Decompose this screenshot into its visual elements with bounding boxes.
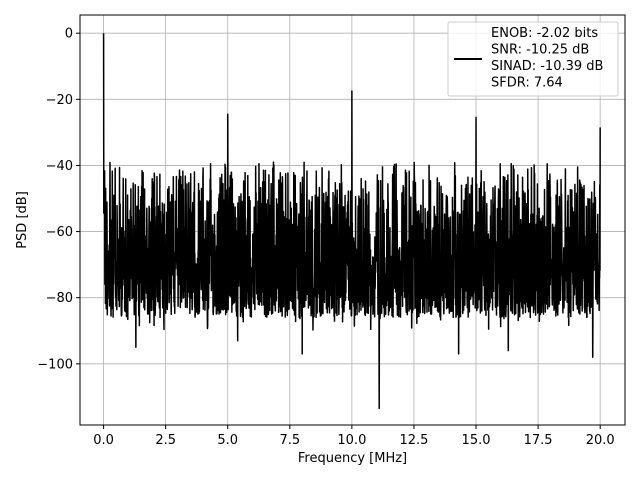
y-axis-label: PSD [dB] xyxy=(15,191,30,249)
x-axis-ticks: 0.0 2.5 5.0 7.5 10.0 12.5 15.0 17.5 20.0 xyxy=(93,425,615,448)
y-tick-label: −20 xyxy=(46,93,73,108)
legend: ENOB: -2.02 bits SNR: -10.25 dB SINAD: -… xyxy=(447,21,619,97)
x-tick-label: 12.5 xyxy=(399,433,428,448)
y-axis-ticks: 0 −20 −40 −60 −80 −100 xyxy=(37,27,80,372)
x-tick-label: 0.0 xyxy=(93,433,114,448)
x-tick-label: 5.0 xyxy=(217,433,238,448)
x-tick-label: 17.5 xyxy=(524,433,553,448)
legend-entry-enob: ENOB: -2.02 bits xyxy=(491,26,598,41)
plot-frame xyxy=(79,14,626,426)
x-tick-label: 20.0 xyxy=(586,433,615,448)
y-tick-label: −100 xyxy=(37,357,73,372)
legend-entry-snr: SNR: -10.25 dB xyxy=(491,43,589,58)
y-tick-label: 0 xyxy=(65,27,73,42)
y-tick-label: −40 xyxy=(46,159,73,174)
x-tick-label: 2.5 xyxy=(155,433,176,448)
y-tick-label: −80 xyxy=(46,291,73,306)
legend-box xyxy=(447,21,619,97)
legend-entry-sfdr: SFDR: 7.64 xyxy=(491,76,563,91)
psd-line xyxy=(102,33,601,410)
x-tick-label: 10.0 xyxy=(337,433,366,448)
psd-series xyxy=(102,33,601,410)
y-tick-label: −60 xyxy=(46,225,73,240)
legend-entry-sinad: SINAD: -10.39 dB xyxy=(491,59,603,74)
x-axis-label: Frequency [MHz] xyxy=(298,451,407,466)
x-tick-label: 15.0 xyxy=(462,433,491,448)
x-tick-label: 7.5 xyxy=(279,433,300,448)
